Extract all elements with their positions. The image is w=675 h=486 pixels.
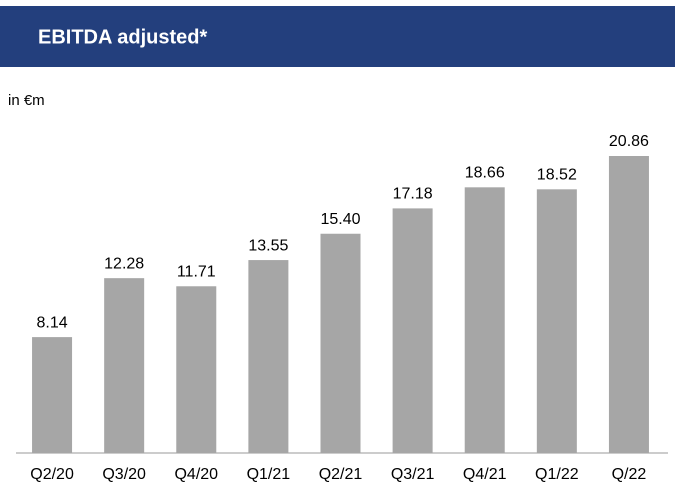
bar xyxy=(104,278,145,453)
bar xyxy=(320,233,361,453)
x-tick-label: Q4/20 xyxy=(174,466,218,483)
value-label: 18.52 xyxy=(537,167,577,184)
bar xyxy=(32,337,73,453)
x-tick-label: Q/22 xyxy=(612,466,647,483)
bar xyxy=(464,187,505,453)
x-tick-label: Q4/21 xyxy=(463,466,507,483)
bar xyxy=(176,286,217,453)
bar xyxy=(392,208,433,453)
x-tick-label: Q2/21 xyxy=(319,466,363,483)
x-tick-label: Q3/20 xyxy=(102,466,146,483)
value-label: 17.18 xyxy=(393,186,433,203)
chart-title: EBITDA adjusted* xyxy=(38,26,207,48)
bar xyxy=(536,189,577,453)
bar xyxy=(608,156,649,453)
x-tick-label: Q3/21 xyxy=(391,466,435,483)
value-label: 13.55 xyxy=(248,237,288,254)
value-label: 18.66 xyxy=(465,165,505,182)
value-label: 11.71 xyxy=(177,263,216,280)
value-label: 12.28 xyxy=(104,255,144,272)
x-tick-label: Q1/21 xyxy=(247,466,291,483)
value-label: 15.40 xyxy=(320,211,360,228)
value-label: 20.86 xyxy=(609,133,649,150)
x-tick-label: Q2/20 xyxy=(30,466,74,483)
x-tick-label: Q1/22 xyxy=(535,466,579,483)
value-label: 8.14 xyxy=(36,314,67,331)
subtitle: in €m xyxy=(8,92,45,109)
bar xyxy=(248,260,289,453)
header-band xyxy=(0,6,675,67)
